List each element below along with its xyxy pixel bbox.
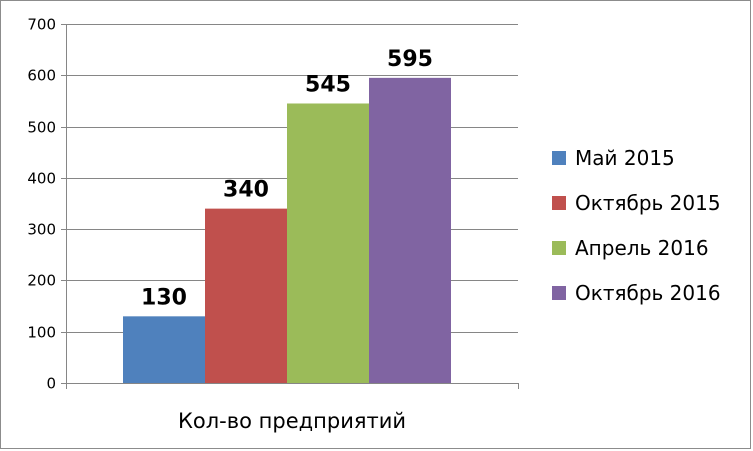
axes <box>61 24 519 389</box>
bar <box>123 316 205 383</box>
legend-swatch <box>552 151 566 165</box>
legend: Май 2015 Октябрь 2015 Апрель 2016 Октябрь 2… <box>552 146 721 305</box>
x-tick-label: Кол-во предприятий <box>178 409 406 433</box>
legend-label: Октябрь 2015 <box>575 191 721 215</box>
legend-label: Май 2015 <box>575 146 675 170</box>
y-tick-label: 200 <box>27 272 56 290</box>
data-label: 545 <box>305 72 351 97</box>
data-label: 595 <box>387 47 433 72</box>
y-tick-label: 400 <box>27 170 56 188</box>
data-labels: 130 340 545 595 <box>141 47 433 310</box>
bar <box>369 77 451 383</box>
y-tick-label: 700 <box>27 16 56 34</box>
legend-label: Октябрь 2016 <box>575 281 721 305</box>
y-tick-label: 500 <box>27 119 56 137</box>
y-tick-label: 0 <box>46 375 56 393</box>
bars <box>123 77 451 383</box>
y-tick-label: 100 <box>27 324 56 342</box>
bar <box>205 208 287 383</box>
x-tick-labels: Кол-во предприятий <box>178 409 406 433</box>
data-label: 340 <box>223 178 269 203</box>
legend-swatch <box>552 196 566 210</box>
bar <box>287 103 369 383</box>
y-tick-labels: 0 100 200 300 400 500 600 700 <box>27 16 56 393</box>
legend-swatch <box>552 241 566 255</box>
legend-label: Апрель 2016 <box>575 236 709 260</box>
y-tick-label: 600 <box>27 67 56 85</box>
data-label: 130 <box>141 285 187 310</box>
y-tick-label: 300 <box>27 221 56 239</box>
legend-swatch <box>552 286 566 300</box>
